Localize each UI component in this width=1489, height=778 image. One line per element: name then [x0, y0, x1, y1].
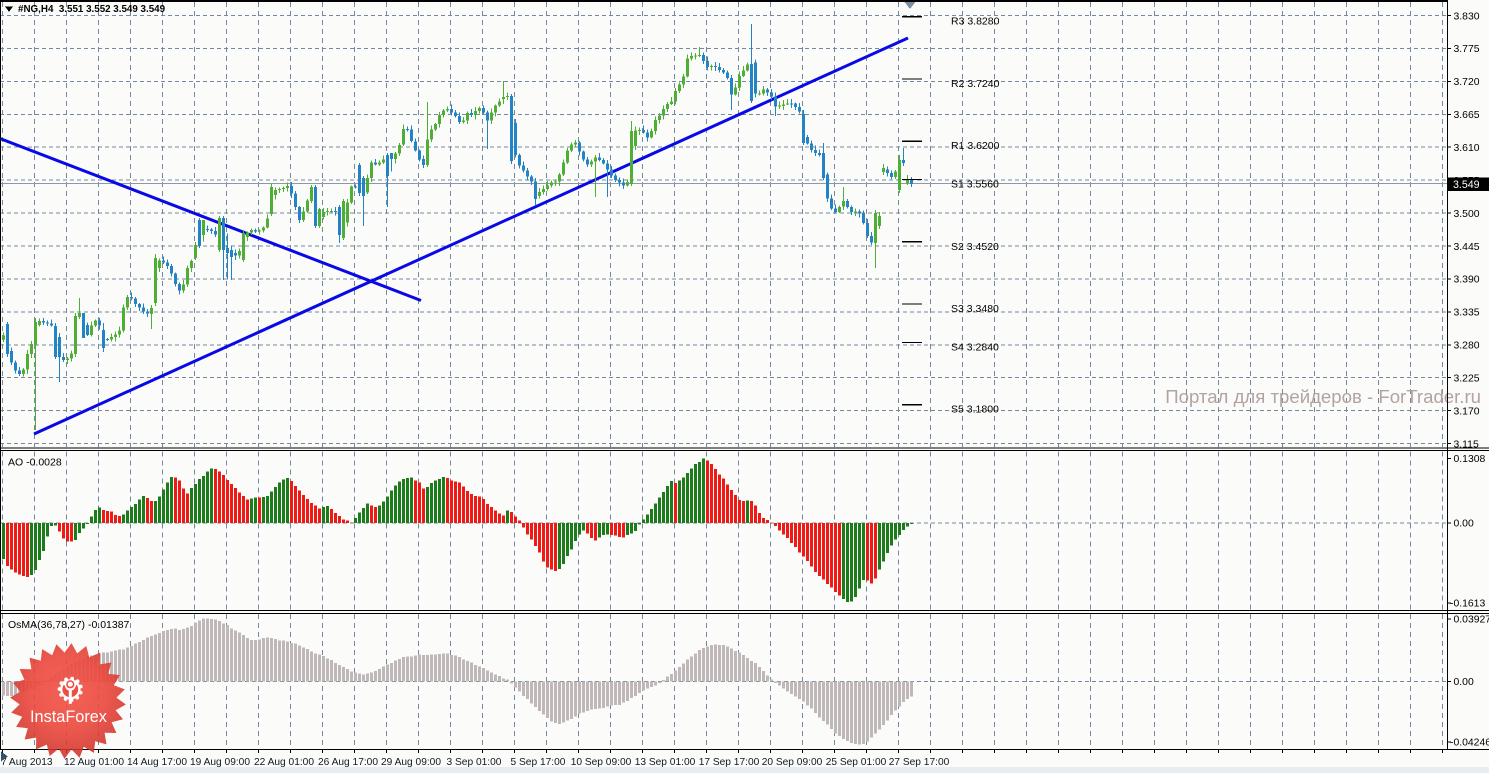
svg-text:3.830: 3.830	[1454, 11, 1480, 22]
svg-text:5 Sep 17:00: 5 Sep 17:00	[511, 757, 566, 768]
svg-text:19 Aug 09:00: 19 Aug 09:00	[190, 757, 250, 768]
svg-text:3.500: 3.500	[1454, 209, 1480, 220]
svg-text:S4 3.2840: S4 3.2840	[951, 341, 999, 353]
svg-text:20 Sep 09:00: 20 Sep 09:00	[762, 757, 823, 768]
svg-text:-0.1613: -0.1613	[1450, 598, 1485, 609]
svg-text:Портал для трейдеров - ForTrad: Портал для трейдеров - ForTrader.ru	[1165, 386, 1481, 407]
svg-text:3.445: 3.445	[1454, 242, 1480, 253]
svg-text:S1 3.5560: S1 3.5560	[951, 179, 999, 191]
svg-text:#NG,H4 3.551 3.552 3.549 3.54: #NG,H4 3.551 3.552 3.549 3.549	[18, 4, 166, 15]
svg-text:3.549: 3.549	[1453, 179, 1480, 191]
svg-text:3.225: 3.225	[1454, 374, 1480, 385]
svg-text:14 Aug 17:00: 14 Aug 17:00	[127, 757, 187, 768]
svg-text:3.335: 3.335	[1454, 308, 1480, 319]
svg-text:R2 3.7240: R2 3.7240	[951, 78, 1000, 90]
svg-text:3 Sep 01:00: 3 Sep 01:00	[447, 757, 502, 768]
svg-text:3.720: 3.720	[1454, 77, 1480, 88]
svg-text:0.03927: 0.03927	[1454, 615, 1489, 626]
svg-text:R1 3.6200: R1 3.6200	[951, 140, 1000, 152]
svg-text:3.665: 3.665	[1454, 110, 1480, 121]
svg-text:AO -0.0028: AO -0.0028	[8, 457, 62, 469]
svg-text:26 Aug 17:00: 26 Aug 17:00	[318, 757, 378, 768]
svg-text:0.00: 0.00	[1454, 677, 1474, 688]
svg-text:3.390: 3.390	[1454, 275, 1480, 286]
svg-text:0.00: 0.00	[1454, 519, 1474, 530]
svg-text:0.1308: 0.1308	[1454, 454, 1486, 465]
svg-text:S5 3.1800: S5 3.1800	[951, 404, 999, 416]
svg-text:3.115: 3.115	[1454, 439, 1479, 450]
svg-text:12 Aug 01:00: 12 Aug 01:00	[64, 757, 124, 768]
svg-text:3.775: 3.775	[1454, 44, 1480, 55]
svg-text:S2 3.4520: S2 3.4520	[951, 241, 999, 253]
svg-text:22 Aug 01:00: 22 Aug 01:00	[254, 757, 314, 768]
svg-text:25 Sep 01:00: 25 Sep 01:00	[826, 757, 887, 768]
svg-text:3.280: 3.280	[1454, 341, 1480, 352]
svg-text:-0.04246: -0.04246	[1450, 738, 1489, 749]
svg-text:InstaForex: InstaForex	[30, 708, 107, 726]
svg-text:10 Sep 09:00: 10 Sep 09:00	[571, 757, 632, 768]
svg-text:R3 3.8280: R3 3.8280	[951, 16, 1000, 28]
svg-text:3.170: 3.170	[1454, 407, 1480, 418]
svg-text:7 Aug 2013: 7 Aug 2013	[1, 757, 53, 768]
svg-text:OsMA(36,78,27) -0.01387: OsMA(36,78,27) -0.01387	[8, 619, 130, 631]
svg-text:13 Sep 01:00: 13 Sep 01:00	[635, 757, 696, 768]
svg-text:27 Sep 17:00: 27 Sep 17:00	[889, 757, 950, 768]
svg-text:S3 3.3480: S3 3.3480	[951, 303, 999, 315]
svg-text:17 Sep 17:00: 17 Sep 17:00	[699, 757, 760, 768]
svg-text:3.610: 3.610	[1454, 143, 1480, 154]
svg-text:29 Aug 09:00: 29 Aug 09:00	[381, 757, 441, 768]
